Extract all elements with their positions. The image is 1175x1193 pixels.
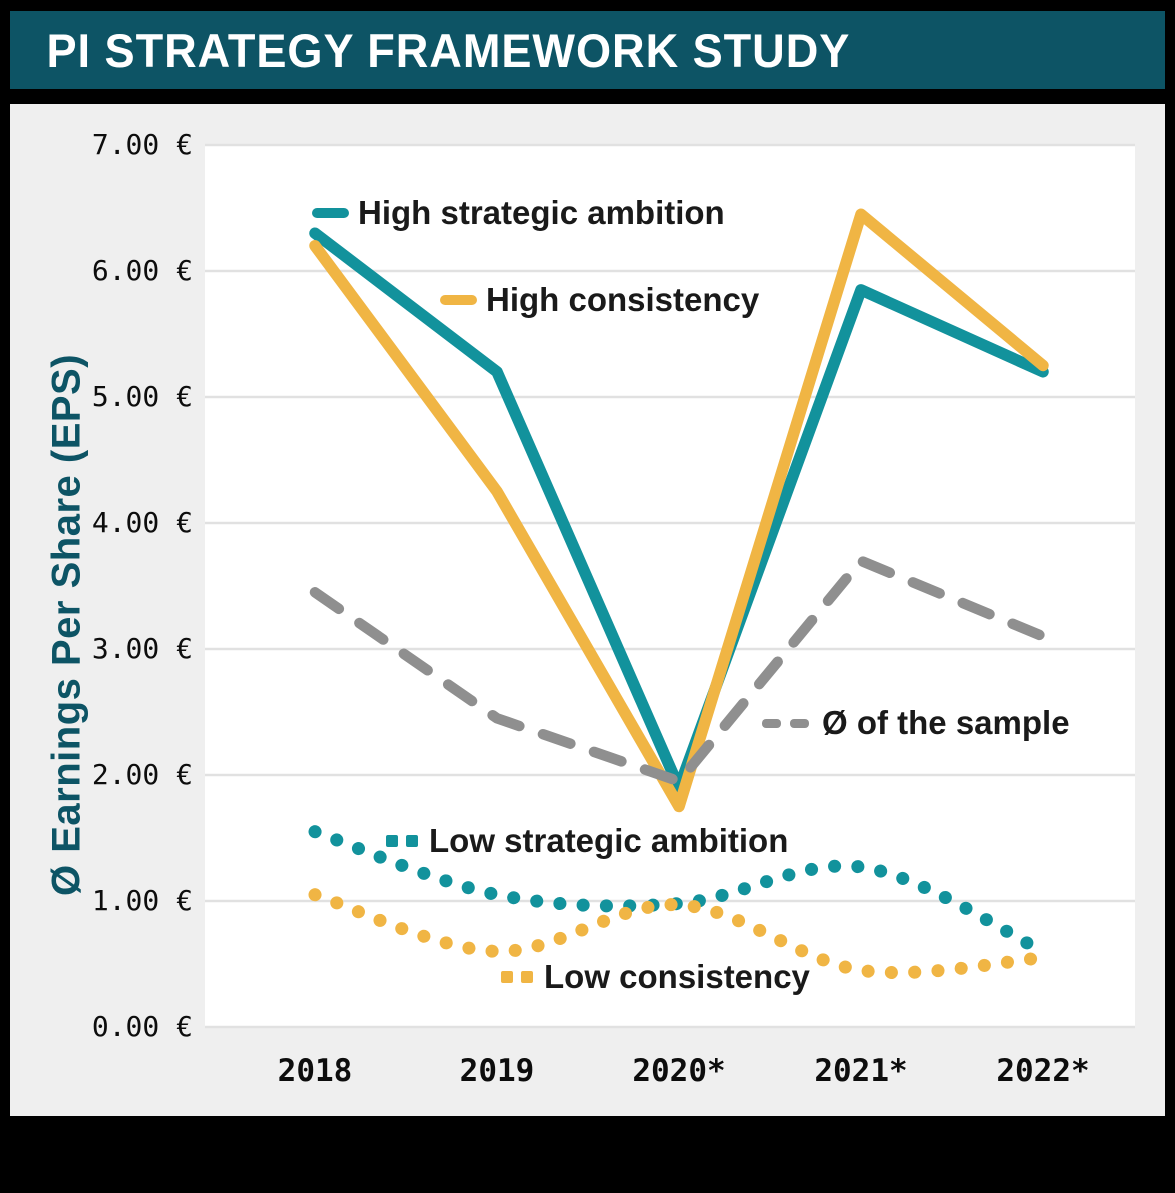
chart-panel: Ø Earnings Per Share (EPS) 7.00 €6.00 €5…: [10, 104, 1165, 1116]
plot-area: [205, 145, 1135, 1028]
footer-band: [0, 1116, 1175, 1193]
annotation-sample-average: Ø of the sample: [762, 704, 1070, 741]
page-title: PI STRATEGY FRAMEWORK STUDY: [46, 23, 851, 77]
x-tick-label: 2021*: [814, 1053, 908, 1089]
annotation-label: Low strategic ambition: [429, 822, 789, 859]
teal-solid-line-swatch-icon: [312, 208, 349, 218]
annotation-low-strategic-ambition: Low strategic ambition: [386, 822, 789, 859]
annotation-label: Low consistency: [544, 958, 810, 995]
x-tick-label: 2019: [459, 1053, 535, 1089]
x-tick-label: 2022*: [996, 1053, 1090, 1089]
gray-dashed-line-swatch-icon: [790, 718, 809, 728]
teal-dotted-line-swatch-icon: [406, 835, 418, 847]
y-tick-label: 0.00 €: [91, 1010, 193, 1043]
y-tick-label: 5.00 €: [91, 380, 193, 413]
series-lines: [308, 208, 1050, 980]
y-tick-label: 6.00 €: [91, 254, 193, 287]
series-line-of-the-sample: [309, 555, 1049, 787]
y-tick-label: 3.00 €: [91, 632, 193, 665]
y-tick-label: 4.00 €: [91, 506, 193, 539]
y-tick-label: 1.00 €: [91, 884, 193, 917]
y-tick-label: 2.00 €: [91, 758, 193, 791]
header-bar: PI STRATEGY FRAMEWORK STUDY: [10, 11, 1165, 89]
series-line-low-strategic-ambition: [308, 825, 1050, 958]
annotation-high-strategic-ambition: High strategic ambition: [312, 194, 725, 231]
series-line-low-consistency: [308, 888, 1050, 980]
series-line-high-consistency: [309, 208, 1049, 813]
annotation-low-consistency: Low consistency: [501, 958, 810, 995]
annotation-high-consistency: High consistency: [440, 281, 760, 318]
amber-dotted-line-swatch-icon: [501, 971, 513, 983]
y-tick-label: 7.00 €: [91, 128, 193, 161]
amber-dotted-line-swatch-icon: [521, 971, 533, 983]
x-tick-label: 2020*: [632, 1053, 726, 1089]
amber-solid-line-swatch-icon: [440, 295, 477, 305]
x-tick-label: 2018: [277, 1053, 353, 1089]
annotation-label: High strategic ambition: [358, 194, 725, 231]
annotation-label: High consistency: [486, 281, 760, 318]
eps-line-chart: [205, 143, 1135, 1029]
teal-dotted-line-swatch-icon: [386, 835, 398, 847]
gray-dashed-line-swatch-icon: [762, 718, 781, 728]
annotation-label: Ø of the sample: [822, 704, 1070, 741]
